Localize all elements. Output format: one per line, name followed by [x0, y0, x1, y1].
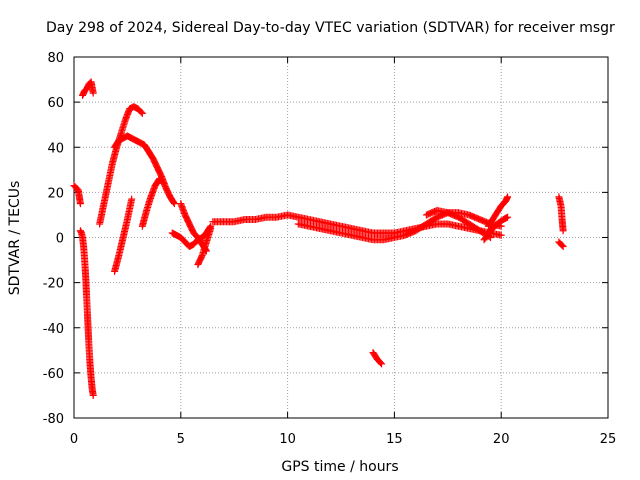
y-tick-label: 40 — [47, 141, 64, 156]
data-points — [70, 78, 567, 399]
x-tick-label: 15 — [386, 432, 403, 447]
axis-ticks: 0 5 10 15 20 25 -80 -60 -40 -20 0 20 40 60 80 — [43, 51, 617, 447]
chart-title: Day 298 of 2024, Sidereal Day-to-day VTE… — [46, 20, 615, 36]
x-tick-label: 10 — [279, 432, 296, 447]
data-point — [558, 241, 566, 249]
data-point — [497, 231, 505, 239]
data-point — [559, 243, 567, 251]
y-tick-label: -40 — [43, 322, 64, 337]
data-point — [170, 200, 178, 208]
data-point — [76, 200, 84, 208]
data-point — [138, 109, 146, 117]
y-tick-label: 60 — [47, 96, 64, 111]
data-point — [378, 360, 386, 368]
y-tick-label: -60 — [43, 367, 64, 382]
data-point — [89, 391, 97, 399]
x-tick-label: 20 — [493, 432, 510, 447]
y-tick-label: 80 — [47, 51, 64, 66]
data-point — [160, 179, 168, 187]
x-tick-label: 25 — [600, 432, 617, 447]
data-point — [128, 195, 136, 203]
x-tick-label: 5 — [177, 432, 185, 447]
y-tick-label: 20 — [47, 186, 64, 201]
data-point — [559, 227, 567, 235]
y-tick-label: -80 — [43, 412, 64, 427]
data-point — [207, 224, 215, 232]
data-point — [170, 199, 178, 207]
x-tick-label: 0 — [70, 432, 78, 447]
y-tick-label: 0 — [56, 232, 64, 247]
data-point — [504, 213, 512, 221]
data-point — [377, 359, 385, 367]
data-point — [89, 89, 97, 97]
data-point — [504, 193, 512, 201]
data-point — [159, 178, 167, 186]
grid — [74, 57, 608, 418]
data-point — [137, 108, 145, 116]
x-axis-label: GPS time / hours — [281, 459, 398, 475]
y-axis-label: SDTVAR / TECUs — [7, 181, 23, 296]
y-tick-label: -20 — [43, 277, 64, 292]
